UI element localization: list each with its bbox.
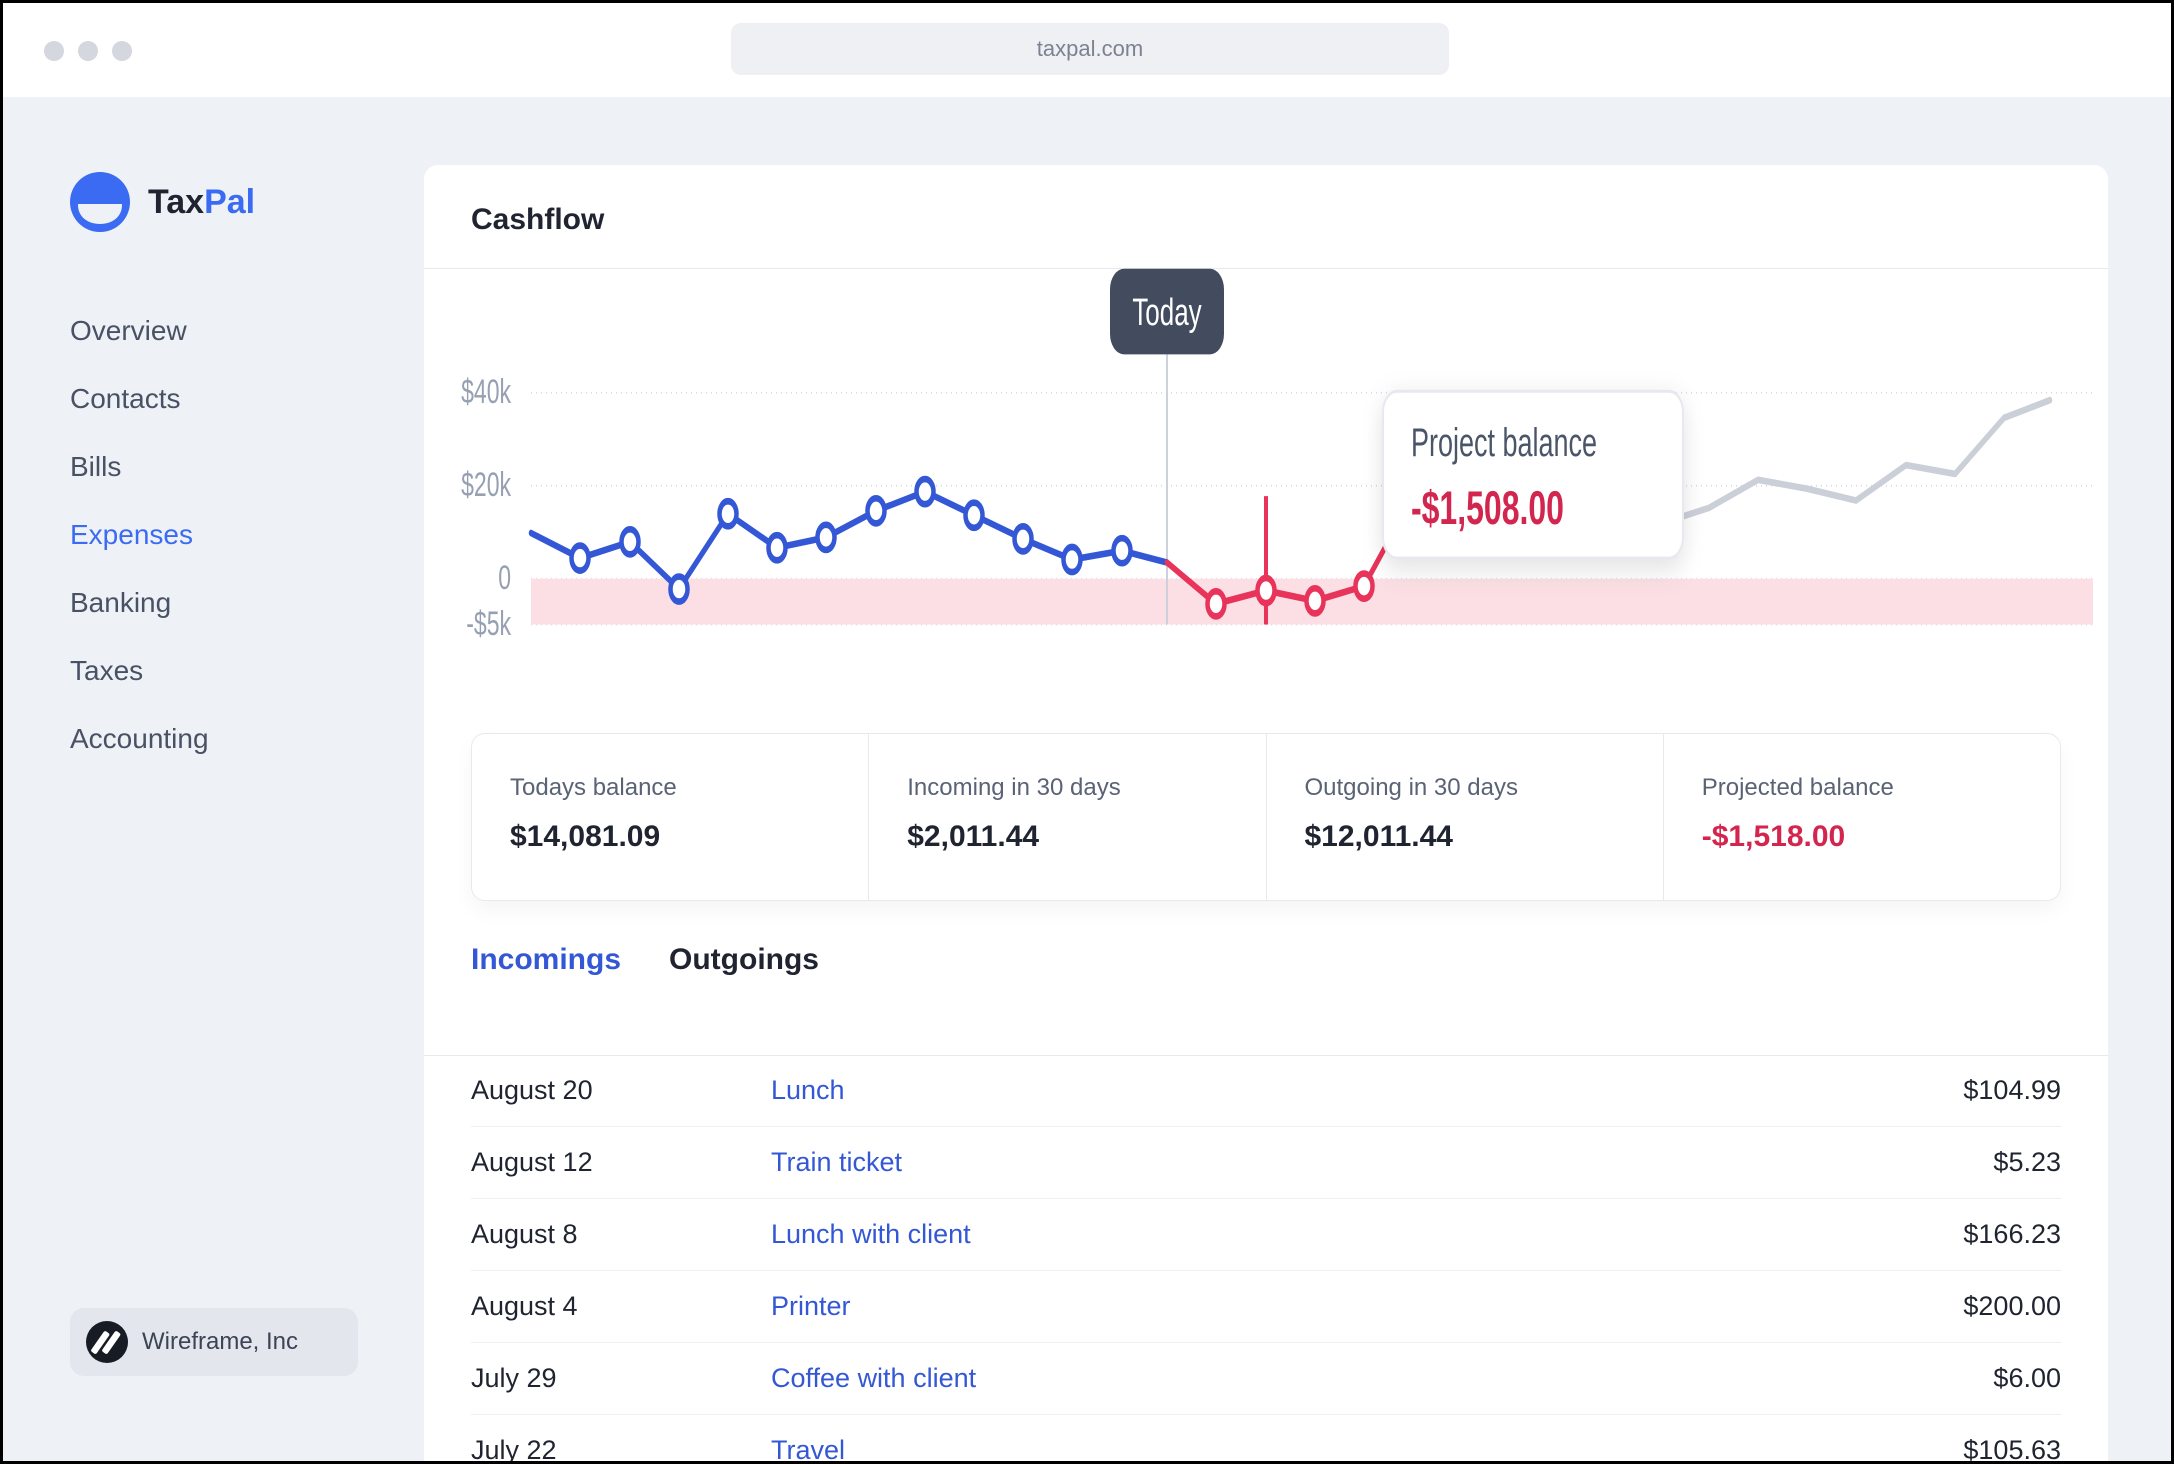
svg-text:-$5k: -$5k	[466, 606, 511, 643]
svg-text:Project balance: Project balance	[1411, 421, 1597, 465]
svg-text:-$1,508.00: -$1,508.00	[1411, 481, 1564, 535]
svg-text:$40k: $40k	[461, 374, 511, 411]
svg-text:$20k: $20k	[461, 467, 511, 504]
svg-text:Today: Today	[1132, 290, 1202, 333]
svg-text:0: 0	[498, 560, 511, 597]
